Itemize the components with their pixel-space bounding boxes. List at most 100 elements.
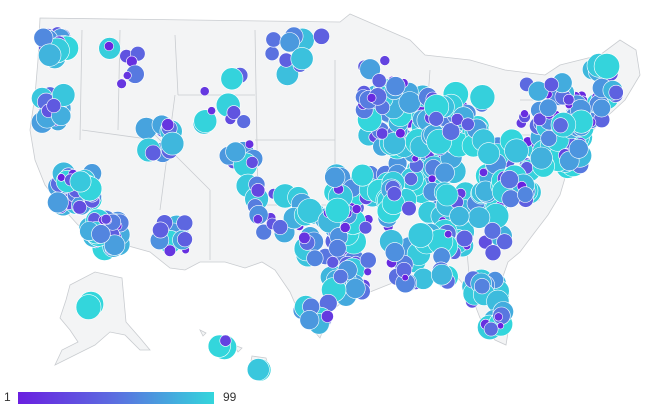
city-bubble[interactable] xyxy=(404,171,418,186)
city-bubble[interactable] xyxy=(91,224,111,244)
city-bubble[interactable] xyxy=(455,229,474,248)
city-bubble[interactable] xyxy=(255,223,272,241)
city-bubble[interactable] xyxy=(299,310,320,330)
city-bubble[interactable] xyxy=(226,105,242,120)
city-bubble[interactable] xyxy=(592,98,611,118)
city-bubble[interactable] xyxy=(38,43,62,67)
city-bubble[interactable] xyxy=(461,117,475,132)
city-bubble[interactable] xyxy=(244,139,255,149)
city-bubble[interactable] xyxy=(500,170,519,189)
city-bubble[interactable] xyxy=(434,162,455,183)
city-bubble[interactable] xyxy=(435,183,459,207)
city-bubble[interactable] xyxy=(401,200,417,217)
city-bubble[interactable] xyxy=(427,174,437,184)
city-bubble[interactable] xyxy=(160,131,185,156)
city-bubble[interactable] xyxy=(298,231,311,244)
city-bubble[interactable] xyxy=(540,129,558,147)
city-bubble[interactable] xyxy=(152,221,169,239)
city-bubble[interactable] xyxy=(116,78,127,89)
city-bubble[interactable] xyxy=(290,47,314,71)
city-bubble[interactable] xyxy=(493,312,503,322)
city-bubble[interactable] xyxy=(351,204,362,214)
city-bubble[interactable] xyxy=(264,46,280,61)
city-bubble[interactable] xyxy=(359,58,381,80)
city-bubble[interactable] xyxy=(366,93,377,103)
city-bubble[interactable] xyxy=(100,213,112,225)
city-bubble[interactable] xyxy=(324,166,346,188)
city-bubble[interactable] xyxy=(530,146,553,170)
city-bubble[interactable] xyxy=(144,144,162,162)
city-bubble[interactable] xyxy=(532,112,547,127)
city-bubble[interactable] xyxy=(384,242,405,263)
city-bubble[interactable] xyxy=(478,167,488,177)
city-bubble[interactable] xyxy=(401,274,409,282)
city-bubble[interactable] xyxy=(252,214,263,225)
city-bubble[interactable] xyxy=(363,267,372,276)
city-bubble[interactable] xyxy=(483,222,502,240)
city-bubble[interactable] xyxy=(386,186,402,202)
city-bubble[interactable] xyxy=(193,109,218,133)
city-bubble[interactable] xyxy=(543,77,559,93)
city-bubble[interactable] xyxy=(395,128,406,139)
city-bubble[interactable] xyxy=(236,114,251,129)
city-bubble[interactable] xyxy=(272,219,289,235)
city-bubble[interactable] xyxy=(328,239,347,258)
city-bubble[interactable] xyxy=(225,141,246,163)
city-bubble[interactable] xyxy=(104,41,115,52)
city-bubble[interactable] xyxy=(246,358,270,382)
city-bubble[interactable] xyxy=(430,263,453,286)
city-bubble[interactable] xyxy=(474,278,491,295)
city-bubble[interactable] xyxy=(103,234,126,256)
city-bubble[interactable] xyxy=(497,322,505,330)
city-bubble[interactable] xyxy=(250,183,266,198)
city-bubble[interactable] xyxy=(161,118,175,132)
city-bubble[interactable] xyxy=(520,109,529,118)
city-bubble[interactable] xyxy=(326,256,339,269)
city-bubble[interactable] xyxy=(444,230,453,239)
city-bubble[interactable] xyxy=(539,98,558,117)
city-bubble[interactable] xyxy=(279,32,300,53)
city-bubble[interactable] xyxy=(501,189,520,208)
city-bubble[interactable] xyxy=(483,321,499,337)
city-bubble[interactable] xyxy=(568,138,589,159)
city-bubble[interactable] xyxy=(325,197,351,223)
city-bubble[interactable] xyxy=(72,200,87,215)
city-bubble[interactable] xyxy=(376,127,389,140)
city-bubble[interactable] xyxy=(344,278,366,299)
city-bubble[interactable] xyxy=(245,156,259,169)
city-bubble[interactable] xyxy=(199,86,210,97)
city-bubble[interactable] xyxy=(122,71,132,80)
city-bubble[interactable] xyxy=(552,117,569,134)
city-bubble[interactable] xyxy=(593,53,621,80)
city-bubble[interactable] xyxy=(517,186,534,203)
city-bubble[interactable] xyxy=(265,31,282,48)
city-bubble[interactable] xyxy=(46,98,62,114)
city-bubble[interactable] xyxy=(358,221,373,235)
city-bubble[interactable] xyxy=(333,269,349,285)
city-bubble[interactable] xyxy=(219,334,232,347)
city-bubble[interactable] xyxy=(449,206,470,227)
city-bubble[interactable] xyxy=(504,138,529,164)
city-bubble[interactable] xyxy=(441,122,461,141)
city-bubble[interactable] xyxy=(320,309,334,323)
city-bubble[interactable] xyxy=(339,222,351,233)
city-bubble[interactable] xyxy=(563,93,575,106)
city-bubble[interactable] xyxy=(407,222,434,248)
city-bubble[interactable] xyxy=(75,294,102,320)
city-bubble[interactable] xyxy=(428,111,444,127)
city-bubble[interactable] xyxy=(484,244,502,261)
city-bubble[interactable] xyxy=(163,244,176,257)
city-bubble[interactable] xyxy=(176,214,194,232)
city-bubble[interactable] xyxy=(69,170,92,193)
city-bubble[interactable] xyxy=(359,251,377,269)
city-bubble[interactable] xyxy=(220,67,244,91)
city-bubble[interactable] xyxy=(608,84,624,101)
city-bubble[interactable] xyxy=(313,27,330,45)
city-bubble[interactable] xyxy=(297,198,323,224)
city-bubble[interactable] xyxy=(47,191,69,214)
city-bubble[interactable] xyxy=(306,249,324,267)
city-bubble[interactable] xyxy=(371,73,387,89)
city-bubble[interactable] xyxy=(176,231,193,248)
city-bubble[interactable] xyxy=(207,106,216,116)
city-bubble[interactable] xyxy=(385,76,406,97)
